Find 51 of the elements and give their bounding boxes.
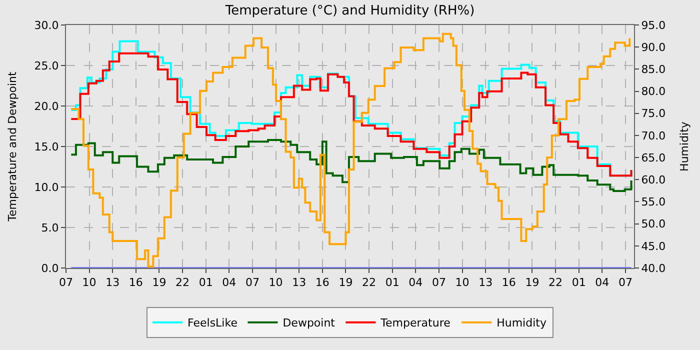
x-tick-label: 13 (106, 276, 120, 290)
chart-title: Temperature (°C) and Humidity (RH%) (224, 3, 475, 18)
y2-tick-label: 80.0 (641, 85, 666, 98)
y-tick-label: 10.0 (34, 180, 59, 194)
x-tick-label: 04 (595, 276, 610, 290)
x-tick-label: 07 (245, 276, 260, 290)
legend-label: Dewpoint (282, 316, 336, 330)
x-tick-label: 10 (455, 276, 470, 290)
x-tick-label: 19 (152, 276, 166, 290)
y-tick-label: 15.0 (34, 140, 59, 154)
x-tick-label: 13 (292, 276, 306, 290)
y2-tick-label: 70.0 (641, 129, 666, 142)
y2-tick-label: 90.0 (641, 40, 666, 54)
y2-tick-label: 45.0 (641, 240, 666, 253)
x-tick-label: 07 (432, 276, 446, 290)
y2-tick-label: 40.0 (641, 262, 666, 275)
legend-label: Temperature (380, 316, 451, 330)
x-tick-label: 07 (618, 276, 632, 290)
x-tick-label: 10 (268, 276, 283, 290)
y2-tick-label: 65.0 (641, 151, 666, 164)
y2-tick-label: 55.0 (641, 196, 666, 209)
y2-tick-label: 60.0 (641, 173, 666, 186)
y-tick-label: 30.0 (34, 18, 59, 32)
x-tick-label: 01 (385, 276, 400, 290)
legend-label: Humidity (496, 316, 547, 330)
x-tick-label: 22 (176, 276, 190, 290)
x-tick-label: 01 (572, 276, 586, 290)
y-axis-title: Temperature and Dewpoint (6, 70, 19, 222)
x-tick-label: 04 (408, 276, 423, 290)
y-tick-label: 0.0 (41, 262, 59, 275)
y2-tick-label: 75.0 (641, 107, 666, 120)
y-tick-label: 25.0 (34, 59, 59, 72)
x-tick-label: 16 (315, 276, 330, 290)
y2-tick-label: 95.0 (641, 18, 666, 32)
x-tick-label: 13 (478, 276, 493, 290)
x-tick-label: 04 (222, 276, 236, 290)
y-tick-label: 20.0 (34, 100, 59, 113)
x-tick-label: 16 (502, 276, 516, 290)
y-tick-label: 5.0 (41, 221, 59, 234)
legend-label: FeelsLike (188, 316, 238, 330)
x-tick-label: 19 (525, 276, 540, 290)
x-tick-label: 22 (548, 276, 563, 290)
x-tick-label: 19 (338, 276, 353, 290)
x-tick-label: 22 (362, 276, 376, 290)
y2-tick-label: 50.0 (641, 218, 666, 231)
y2-tick-label: 85.0 (641, 63, 666, 76)
x-tick-label: 01 (198, 276, 213, 290)
x-tick-label: 07 (59, 276, 73, 290)
x-tick-label: 10 (82, 276, 96, 290)
y2-axis-title: Humidity (678, 121, 691, 172)
x-tick-label: 16 (128, 276, 143, 290)
